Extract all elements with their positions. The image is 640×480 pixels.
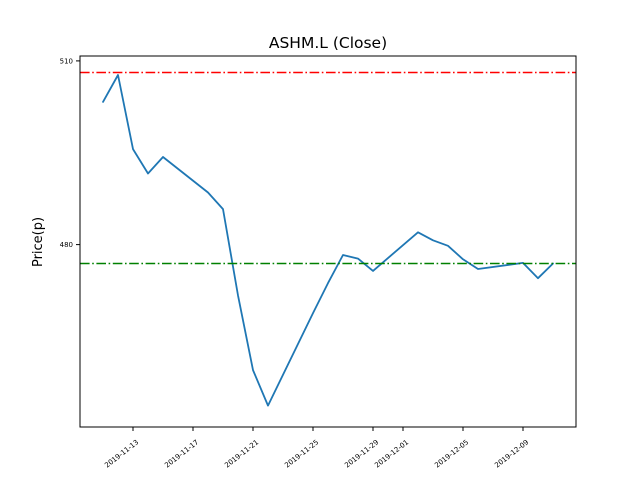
x-tick-label: 2019-12-09 (493, 438, 530, 469)
y-axis-label: Price(p) (31, 217, 46, 267)
x-tick-label: 2019-11-25 (283, 438, 320, 469)
x-tick-label: 2019-11-21 (223, 438, 260, 469)
x-tick-label: 2019-12-05 (433, 438, 470, 469)
plot-border (79, 55, 577, 428)
chart-title: ASHM.L (Close) (269, 34, 387, 52)
x-tick-label: 2019-11-13 (103, 438, 140, 469)
x-tick-label: 2019-11-17 (163, 438, 200, 469)
series-line-close (102, 74, 554, 407)
y-tick-label: 510 (60, 57, 73, 65)
y-tick-label: 480 (60, 241, 73, 249)
